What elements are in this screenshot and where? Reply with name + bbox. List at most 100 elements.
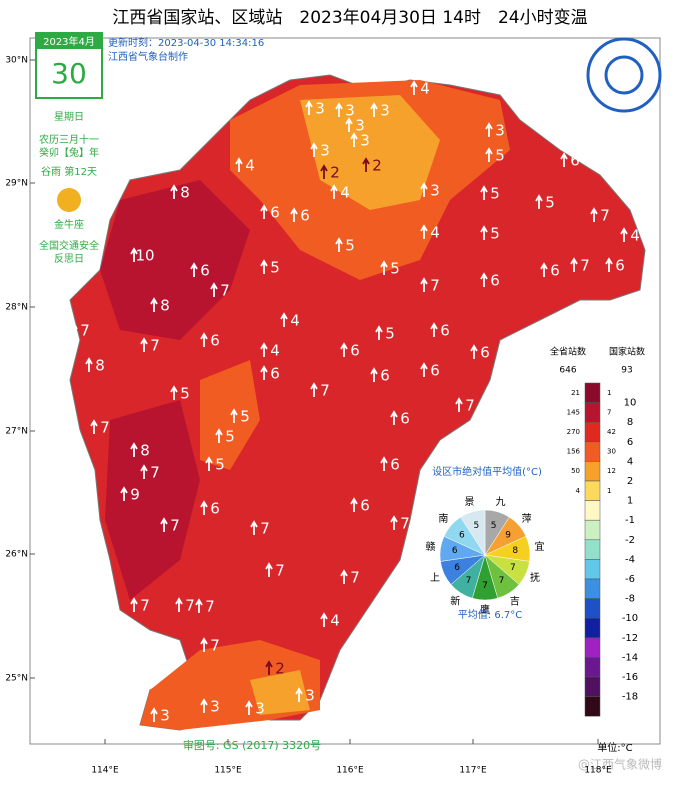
pie-name: 新 xyxy=(450,594,460,607)
legend-level: -16 xyxy=(622,672,638,683)
station-arrow xyxy=(260,342,268,357)
pie-value: 6 xyxy=(452,546,458,556)
station-arrow xyxy=(245,700,253,715)
calendar: 2023年4月 30 星期日 农历三月十一 癸卯【兔】年 谷雨 第12天 金牛座… xyxy=(35,32,103,265)
station-arrow xyxy=(560,152,568,167)
national-count: 30 xyxy=(607,448,616,456)
legend-level: 1 xyxy=(627,496,633,507)
station-value: 4 xyxy=(245,157,255,175)
station-value: 6 xyxy=(615,257,625,275)
station-value: 8 xyxy=(160,297,170,315)
calendar-month: 2023年4月 xyxy=(43,35,95,48)
station-value: 6 xyxy=(550,262,560,280)
station-arrow xyxy=(540,262,548,277)
station-arrow xyxy=(410,80,418,95)
station-value: 6 xyxy=(480,344,490,362)
station-value: 5 xyxy=(390,260,400,278)
station-value: 3 xyxy=(320,142,330,160)
mild-zone xyxy=(200,360,260,470)
station-arrow xyxy=(380,456,388,471)
station-arrow xyxy=(200,500,208,515)
legend-level: 2 xyxy=(627,476,633,487)
station-arrow xyxy=(485,147,493,162)
pie-name: 南 xyxy=(438,512,448,525)
station-value: 6 xyxy=(390,456,400,474)
pie-value: 7 xyxy=(499,576,505,586)
station-value: 7 xyxy=(205,598,215,616)
legend-level: 6 xyxy=(627,437,633,448)
province-map xyxy=(69,74,646,731)
station-value: 6 xyxy=(380,367,390,385)
pie-mean: 平均值: 6.7°C xyxy=(458,608,522,621)
lon-label: 114°E xyxy=(91,766,119,776)
station-arrow xyxy=(310,382,318,397)
station-arrow xyxy=(140,464,148,479)
station-value: 6 xyxy=(360,497,370,515)
event: 全国交通安全反思日 xyxy=(39,241,99,265)
legend-swatch xyxy=(584,657,601,678)
station-value: 7 xyxy=(170,517,180,535)
station-value: 10 xyxy=(135,247,154,265)
province-count: 270 xyxy=(567,428,580,436)
station-value: 5 xyxy=(240,408,250,426)
station-value: 5 xyxy=(345,237,355,255)
lat-label: 28°N xyxy=(5,303,28,313)
station-arrow xyxy=(265,562,273,577)
legend-swatch xyxy=(584,500,601,521)
mild-zone xyxy=(300,95,440,210)
station-arrow xyxy=(345,117,353,132)
station-value: 5 xyxy=(385,325,395,343)
station-value: 8 xyxy=(180,184,190,202)
station-value: 4 xyxy=(430,224,440,242)
station-value: 7 xyxy=(210,637,220,655)
province-count: 4 xyxy=(576,487,581,495)
station-value: 7 xyxy=(465,397,475,415)
station-arrow xyxy=(90,419,98,434)
pie-name: 赣 xyxy=(426,540,436,553)
station-value: 4 xyxy=(270,342,280,360)
legend-level: -18 xyxy=(622,692,638,703)
station-arrow xyxy=(620,227,628,242)
station-value: 5 xyxy=(270,259,280,277)
pie-name: 吉 xyxy=(510,595,520,607)
province-count: 156 xyxy=(567,448,581,456)
station-arrow xyxy=(390,410,398,425)
station-arrow xyxy=(455,397,463,412)
station-arrow xyxy=(480,272,488,287)
station-value: 7 xyxy=(150,464,160,482)
station-value: 2 xyxy=(330,164,340,182)
station-value: 5 xyxy=(495,147,505,165)
station-value: 6 xyxy=(210,332,220,350)
legend-swatch xyxy=(584,519,601,541)
national-count: 42 xyxy=(607,428,616,436)
pie-title: 设区市绝对值平均值(°C) xyxy=(432,465,542,478)
station-arrow xyxy=(420,362,428,377)
national-count: 12 xyxy=(607,467,616,475)
station-value: 2 xyxy=(275,660,285,678)
pie-name: 鹰 xyxy=(480,603,490,616)
legend-label: 国家站数 xyxy=(609,346,645,358)
station-arrow xyxy=(470,344,478,359)
solar-term: 谷雨 第12天 xyxy=(41,165,97,178)
station-value: 7 xyxy=(350,569,360,587)
station-value: 7 xyxy=(80,322,90,340)
station-arrow xyxy=(280,312,288,327)
station-arrow xyxy=(130,442,138,457)
station-value: 5 xyxy=(225,428,235,446)
legend-level: -14 xyxy=(622,652,638,663)
legend-level: -10 xyxy=(622,613,638,624)
station-value: 3 xyxy=(255,700,265,718)
station-arrow xyxy=(350,132,358,147)
station-arrow xyxy=(335,237,343,252)
logo xyxy=(586,37,662,113)
station-arrow xyxy=(235,157,243,172)
station-arrow xyxy=(330,184,338,199)
lon-label: 115°E xyxy=(214,766,242,776)
station-value: 3 xyxy=(210,698,220,716)
station-value: 3 xyxy=(305,687,315,705)
station-arrow xyxy=(85,357,93,372)
station-arrow xyxy=(420,224,428,239)
legend-swatch xyxy=(584,480,601,501)
station-arrow xyxy=(205,456,213,471)
legend-swatch xyxy=(584,382,601,403)
